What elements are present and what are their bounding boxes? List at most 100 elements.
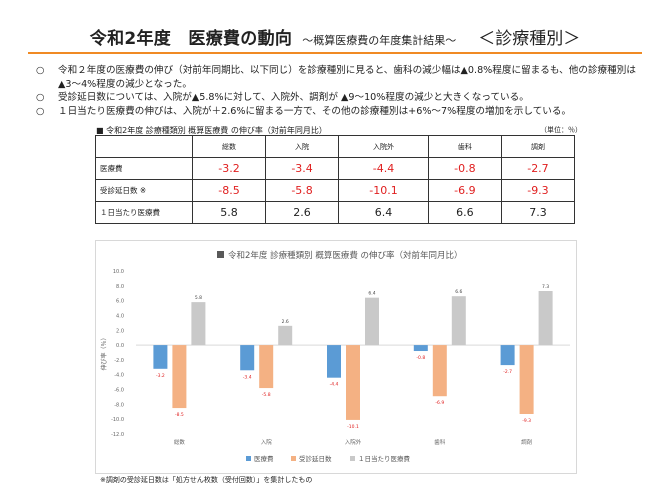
bar-0-4 <box>500 345 515 366</box>
table-cell: 6.6 <box>427 201 502 224</box>
chart-canvas: 令和2年度 診療種類別 概算医療費 の伸び率（対前年同月比） 10.0 8.0 6.0… <box>100 250 570 463</box>
bullet-marker: ○ <box>36 65 45 76</box>
table-row: 医療費 -3.2 -3.4 -4.4 -0.8 -2.7 <box>95 157 576 180</box>
page-title: 令和2年度 医療費の動向 <box>89 29 293 49</box>
bar-0-2 <box>327 345 341 378</box>
table-cell: -5.8 <box>265 179 340 202</box>
row-label: 医療費 <box>95 157 193 180</box>
legend-swatch <box>291 456 296 461</box>
bullet-text: １日当たり医療費の伸びは、入院が＋2.6%に留まる一方で、その他の診療種別は+6… <box>58 105 572 117</box>
y-tick-label: -2.0 <box>114 358 124 364</box>
y-tick-label: -6.0 <box>114 388 124 394</box>
data-label: 2.6 <box>282 319 289 325</box>
column-header: 総数 <box>191 135 267 158</box>
data-label: -2.7 <box>503 369 512 375</box>
data-label: 5.8 <box>195 295 202 301</box>
data-label: -9.3 <box>522 418 531 424</box>
table-cell: -6.9 <box>427 179 502 202</box>
legend-label: 受診延日数 <box>299 454 332 463</box>
data-label: -5.8 <box>262 392 271 398</box>
y-tick-label: -4.0 <box>114 373 124 379</box>
data-label: -3.2 <box>156 373 165 379</box>
table-unit: （単位：％） <box>540 126 582 134</box>
table-cell: -10.1 <box>338 179 429 202</box>
legend-swatch <box>350 456 355 461</box>
footnote: ※調剤の受診延日数は「処方せん枚数（受付回数）」を集計したもの <box>100 476 313 484</box>
data-label: -8.5 <box>175 412 184 418</box>
table-cell: -9.3 <box>500 179 576 202</box>
bullet-text: 受診延日数については、入院が▲5.8%に対して、入院外、調剤が ▲9～10%程度… <box>58 92 529 103</box>
y-tick-label: 8.0 <box>116 284 124 290</box>
row-label: 受診延日数 ※ <box>95 179 193 202</box>
legend-label: 医療費 <box>254 454 274 463</box>
x-tick-label: 入院 <box>261 438 273 446</box>
y-tick-label: -8.0 <box>114 402 124 408</box>
page-tag: ＜診療種別＞ <box>478 29 581 49</box>
data-label: 6.6 <box>455 289 462 295</box>
table-row: １日当たり医療費 5.8 2.6 6.4 6.6 7.3 <box>95 201 576 224</box>
bar-1-0 <box>172 345 187 409</box>
data-label: -6.9 <box>435 400 444 406</box>
page-subtitle: ～概算医療費の年度集計結果～ <box>302 34 457 47</box>
table-cell: -4.4 <box>338 157 429 180</box>
summary-bullets: ○ 令和２年度の医療費の伸び（対前年同期比、以下同じ）を診療種別に見ると、歯科の… <box>36 64 646 118</box>
legend-label: １日当たり医療費 <box>358 454 411 463</box>
legend-swatch <box>246 456 251 461</box>
data-label: -3.4 <box>243 374 252 380</box>
x-tick-label: 歯科 <box>434 438 446 446</box>
table-cell: -8.5 <box>191 179 267 202</box>
column-header: 入院 <box>265 135 340 158</box>
y-tick-label: 6.0 <box>116 299 124 305</box>
bullet-marker: ○ <box>36 92 45 103</box>
y-tick-label: -12.0 <box>111 432 124 438</box>
y-tick-label: -10.0 <box>111 417 124 423</box>
bullet-text: 令和２年度の医療費の伸び（対前年同期比、以下同じ）を診療種別に見ると、歯科の減少… <box>58 65 636 90</box>
bar-1-2 <box>346 345 360 420</box>
row-label: １日当たり医療費 <box>95 201 193 224</box>
summary-bullet: ○ 受診延日数については、入院が▲5.8%に対して、入院外、調剤が ▲9～10%… <box>36 91 646 105</box>
page-title-row: 令和2年度 医療費の動向 ～概算医療費の年度集計結果～ ＜診療種別＞ <box>0 24 670 49</box>
data-label: -4.4 <box>330 382 339 388</box>
summary-bullet: ○ 令和２年度の医療費の伸び（対前年同期比、以下同じ）を診療種別に見ると、歯科の… <box>36 64 646 91</box>
y-tick-label: 0.0 <box>116 343 124 349</box>
bar-1-4 <box>519 345 534 414</box>
table-cell: 2.6 <box>265 201 340 224</box>
column-header: 歯科 <box>427 135 502 158</box>
bar-2-4 <box>538 291 553 346</box>
y-tick-label: 4.0 <box>116 313 124 319</box>
y-tick-label: 2.0 <box>116 328 124 334</box>
bar-0-3 <box>413 345 428 352</box>
bar-2-0 <box>191 302 206 346</box>
table-cell: -0.8 <box>427 157 502 180</box>
bar-0-0 <box>153 345 168 369</box>
data-label: -10.1 <box>347 424 359 430</box>
bar-2-3 <box>451 296 466 346</box>
data-label: 7.3 <box>542 284 549 290</box>
table-caption: ■ 令和2年度 診療種類別 概算医療費 の伸び率（対前年同月比） <box>96 126 327 135</box>
x-tick-label: 調剤 <box>521 438 533 446</box>
table-cell: -3.2 <box>191 157 267 180</box>
table-header-row: 総数 入院 入院外 歯科 調剤 <box>95 135 576 158</box>
table-cell: 5.8 <box>191 201 267 224</box>
bar-1-3 <box>432 345 447 397</box>
bar-2-2 <box>365 297 379 346</box>
bar-1-1 <box>259 345 274 389</box>
title-underline <box>28 52 642 54</box>
summary-bullet: ○ １日当たり医療費の伸びは、入院が＋2.6%に留まる一方で、その他の診療種別は… <box>36 105 646 119</box>
column-header: 入院外 <box>338 135 429 158</box>
chart-title: 令和2年度 診療種類別 概算医療費 の伸び率（対前年同月比） <box>228 250 463 261</box>
table-cell: 7.3 <box>500 201 576 224</box>
bar-2-1 <box>278 325 293 346</box>
growth-rate-table: 総数 入院 入院外 歯科 調剤 医療費 -3.2 -3.4 -4.4 -0.8 … <box>95 135 576 224</box>
bar-0-1 <box>240 345 255 371</box>
table-row: 受診延日数 ※ -8.5 -5.8 -10.1 -6.9 -9.3 <box>95 179 576 202</box>
table-cell: -3.4 <box>265 157 340 180</box>
table-cell: -2.7 <box>500 157 576 180</box>
data-label: 6.4 <box>368 291 375 297</box>
y-tick-label: 10.0 <box>113 269 124 275</box>
bullet-marker: ○ <box>36 105 45 117</box>
chart-title-marker <box>217 251 224 258</box>
table-corner-cell <box>95 135 193 158</box>
data-label: -0.8 <box>416 355 425 361</box>
x-tick-label: 入院外 <box>345 438 362 446</box>
